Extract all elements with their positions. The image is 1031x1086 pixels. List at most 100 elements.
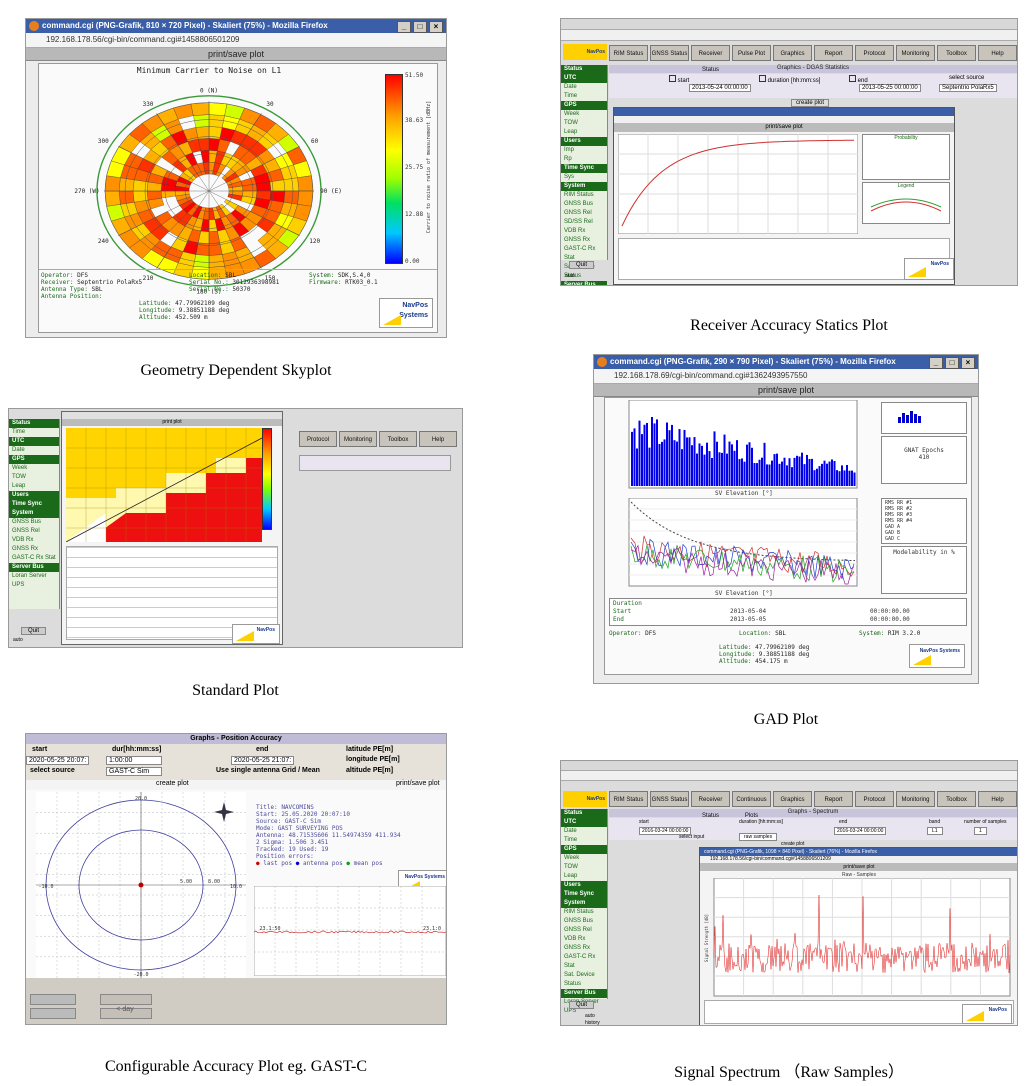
samples-select[interactable]: 1 <box>974 827 987 835</box>
tab-help[interactable]: Help <box>978 791 1017 807</box>
band-select[interactable]: L1 <box>927 827 943 835</box>
sidebar-item[interactable]: Status <box>561 65 607 74</box>
sidebar-item[interactable]: GNSS Bus <box>12 519 42 525</box>
sidebar-item[interactable]: Time Sync <box>561 164 607 173</box>
tab-rim-status[interactable]: RIM Status <box>609 791 648 807</box>
auto-radio[interactable]: auto <box>585 1013 595 1019</box>
tab-receiver-status[interactable]: Receiver Status <box>691 791 730 819</box>
sidebar-item[interactable]: Rp <box>564 156 572 162</box>
maximize-button[interactable]: □ <box>945 357 959 369</box>
tab-toolbox[interactable]: Toolbox <box>937 791 976 807</box>
sidebar-item[interactable]: Week <box>12 465 28 471</box>
sidebar-item[interactable]: Time Sync <box>9 500 59 509</box>
tab-rim-status[interactable]: RIM Status <box>609 45 648 61</box>
create-plot-button[interactable]: create plot <box>781 841 805 847</box>
tab-toolbox[interactable]: Toolbox <box>379 431 417 447</box>
sidebar-item[interactable]: GNSS Rx <box>564 945 591 951</box>
sidebar-item[interactable]: GAST-C Rx Stat <box>564 246 596 261</box>
sidebar-item[interactable]: Server Bus <box>561 989 607 998</box>
sidebar-item[interactable]: UPS <box>12 582 25 588</box>
tab-monitoring[interactable]: Monitoring <box>339 431 377 447</box>
sidebar-item[interactable]: TOW <box>12 474 26 480</box>
sidebar-item[interactable]: VDB Rx <box>564 228 586 234</box>
sidebar-item[interactable]: Leap <box>564 873 578 879</box>
tab-continuous-plots[interactable]: Continuous Plots <box>732 791 771 819</box>
sidebar-item[interactable]: UTC <box>561 74 607 83</box>
sidebar-item[interactable]: GPS <box>9 455 59 464</box>
url-bar[interactable]: 192.168.178.56/cgi-bin/command.cgi#14588… <box>26 33 446 48</box>
tab-protocol[interactable]: Protocol <box>855 791 894 807</box>
sidebar-item[interactable]: GAST-C Rx Stat <box>12 555 56 561</box>
sidebar-item[interactable]: GPS <box>561 101 607 110</box>
create-plot-button[interactable]: create plot <box>791 99 830 107</box>
sidebar-item[interactable]: UTC <box>561 818 607 827</box>
print-save-plot-button[interactable]: print/save plot <box>26 48 446 61</box>
tab-protocol[interactable]: Protocol <box>855 45 894 61</box>
minimize-button[interactable]: _ <box>397 21 411 33</box>
input-select[interactable]: raw samples <box>739 833 778 841</box>
sidebar-item[interactable]: VDB Rx <box>564 936 586 942</box>
sidebar-item[interactable]: System <box>561 182 607 191</box>
history-radio[interactable]: history <box>585 1020 600 1026</box>
inner-print-button[interactable]: print/save plot <box>614 124 954 132</box>
sidebar-item[interactable]: Users <box>561 137 607 146</box>
quit-button[interactable]: Quit <box>21 627 47 635</box>
start-input[interactable]: 2020-05-25 20:07: <box>26 756 90 765</box>
standard-print-button[interactable]: print plot <box>62 419 282 426</box>
auto-radio[interactable]: auto <box>565 273 575 279</box>
quit-button[interactable]: Quit <box>569 261 595 269</box>
sidebar-item[interactable]: TOW <box>564 120 578 126</box>
sidebar-item[interactable]: Week <box>564 855 580 861</box>
sidebar-item[interactable]: Loran Server <box>12 573 47 579</box>
close-button[interactable]: × <box>961 357 975 369</box>
auto-radio[interactable]: auto <box>13 637 23 643</box>
sidebar-item[interactable]: Status <box>561 809 607 818</box>
sidebar-item[interactable]: Server Bus <box>561 281 607 285</box>
sidebar-item[interactable]: Week <box>564 111 580 117</box>
tab-monitoring[interactable]: Monitoring <box>896 791 935 807</box>
sidebar-item[interactable]: Time <box>12 429 26 435</box>
url-bar[interactable]: 192.168.178.69/cgi-bin/command.cgi#13624… <box>594 369 978 384</box>
sidebar-item[interactable]: Server Bus <box>9 563 59 572</box>
source-select[interactable]: GAST-C Sim <box>106 767 162 776</box>
sidebar-item[interactable]: Time <box>564 837 578 843</box>
sidebar-item[interactable]: TOW <box>564 864 578 870</box>
sidebar-item[interactable]: Leap <box>564 129 578 135</box>
sidebar-item[interactable]: Users <box>561 881 607 890</box>
sidebar-item[interactable]: GNSS Rx <box>12 546 39 552</box>
print-save-plot-button[interactable]: print/save plot <box>700 864 1017 871</box>
quit-button[interactable]: Quit <box>569 1001 595 1009</box>
sidebar-item[interactable]: Time Sync <box>561 890 607 899</box>
sidebar-item[interactable]: GNSS Rel <box>564 927 592 933</box>
duration-input[interactable]: 1:00:00 <box>106 756 162 765</box>
sidebar-item[interactable]: GNSS Bus <box>564 918 594 924</box>
sidebar-item[interactable]: Date <box>564 84 577 90</box>
end-input[interactable]: 2016-03-24 00:00:00 <box>834 827 887 835</box>
sidebar-item[interactable]: GNSS Rel <box>564 210 592 216</box>
sidebar-item[interactable]: Status <box>9 419 59 428</box>
sidebar-item[interactable]: Date <box>564 828 577 834</box>
end-input[interactable]: 2013-05-25 00:00:00 <box>859 84 921 92</box>
tab-pulse-plot[interactable]: Pulse Plot <box>732 45 771 61</box>
sidebar-item[interactable]: GNSS Bus <box>564 201 594 207</box>
create-plot-button[interactable]: create plot <box>156 780 189 787</box>
end-input[interactable]: 2020-05-25 21:07: <box>231 756 295 765</box>
sidebar-item[interactable]: GPS <box>561 845 607 854</box>
sidebar-item[interactable]: UPS <box>564 1008 577 1014</box>
start-input[interactable]: 2013-05-24 00:00:00 <box>689 84 751 92</box>
sidebar-item[interactable]: Date <box>12 447 25 453</box>
sidebar-item[interactable]: GNSS Rx <box>564 237 591 243</box>
tab-toolbox[interactable]: Toolbox <box>937 45 976 61</box>
sidebar-item[interactable]: VDB Rx <box>12 537 34 543</box>
sidebar-item[interactable]: Users <box>9 491 59 500</box>
print-save-plot-button[interactable]: print/save plot <box>594 384 978 397</box>
sidebar-item[interactable]: System <box>561 899 607 908</box>
sidebar-item[interactable]: RIM Status <box>564 909 594 915</box>
tab-graphics[interactable]: Graphics <box>773 791 812 807</box>
maximize-button[interactable]: □ <box>413 21 427 33</box>
sidebar-item[interactable]: Sat. Device Status <box>564 972 595 987</box>
tab-receiver-status[interactable]: Receiver Status <box>691 45 730 73</box>
sidebar-item[interactable]: Leap <box>12 483 26 489</box>
tab-help[interactable]: Help <box>419 431 457 447</box>
sidebar-item[interactable]: Time <box>564 93 578 99</box>
